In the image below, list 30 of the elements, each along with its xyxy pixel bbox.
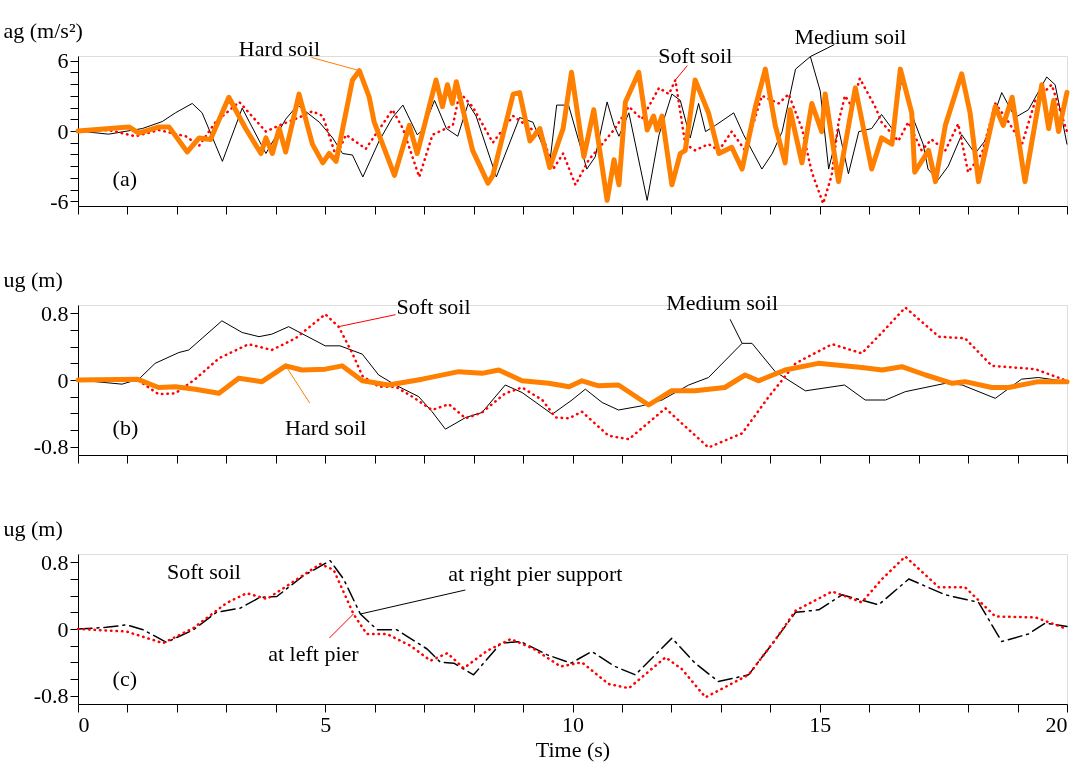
- y-tick-label: 6: [57, 48, 69, 74]
- series-label: Hard soil: [285, 414, 367, 440]
- y-tick-label: 0: [57, 118, 69, 144]
- x-tick-label: 15: [809, 711, 832, 737]
- legend-label: at left pier: [268, 641, 360, 666]
- series-label: Medium soil: [666, 290, 779, 316]
- y-tick-label: 0: [57, 616, 69, 642]
- annotation: (b): [112, 415, 139, 440]
- y-axis-title: ug (m): [3, 266, 63, 292]
- y-tick-label: -0.8: [33, 434, 69, 460]
- y-tick-label: 0.8: [41, 300, 69, 326]
- y-tick-label: 0: [57, 367, 69, 393]
- y-tick-label: -6: [50, 188, 69, 214]
- x-tick-label: 5: [320, 711, 332, 737]
- series-label: Soft soil: [658, 43, 733, 69]
- y-tick-label: -0.8: [33, 683, 69, 709]
- x-tick-label: 20: [1045, 711, 1068, 737]
- x-axis-title: Time (s): [535, 736, 611, 762]
- series-label: Hard soil: [238, 35, 320, 61]
- annotation: (c): [112, 665, 138, 691]
- x-tick-label: 10: [562, 711, 584, 737]
- x-tick-label: 0: [78, 711, 90, 737]
- annotation: (a): [112, 166, 138, 191]
- series-label: Medium soil: [794, 23, 907, 49]
- y-tick-label: 0.8: [41, 549, 69, 575]
- legend-label: Soft soil: [396, 293, 471, 319]
- annotation: Soft soil: [167, 559, 241, 584]
- y-axis-title: ug (m): [3, 515, 63, 541]
- y-axis-title: ag (m/s²): [3, 17, 83, 43]
- text: at right pier support: [448, 561, 623, 586]
